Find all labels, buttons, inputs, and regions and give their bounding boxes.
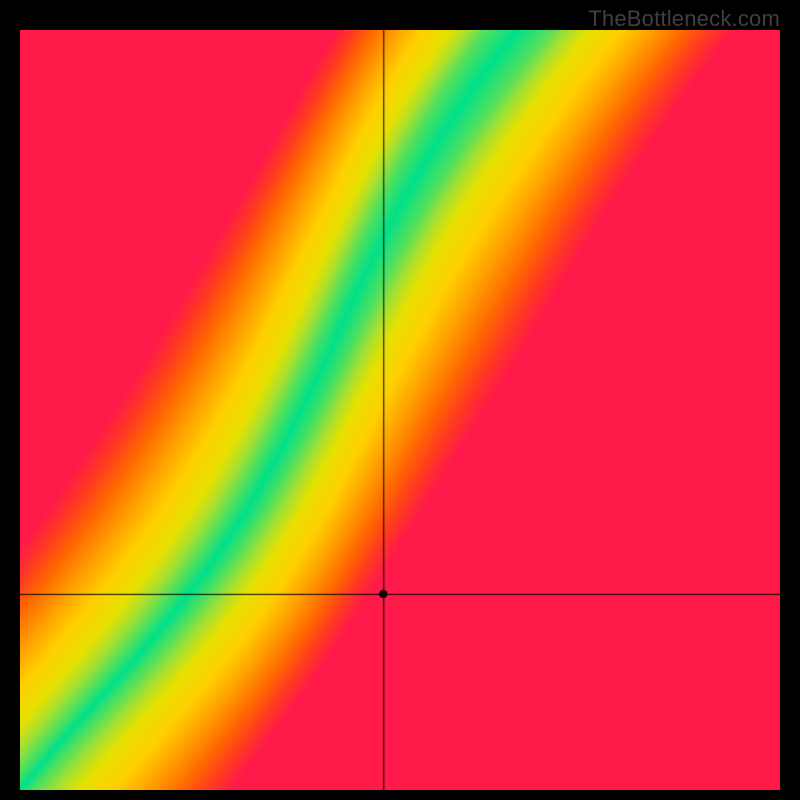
watermark: TheBottleneck.com xyxy=(588,6,780,32)
chart-container: TheBottleneck.com xyxy=(0,0,800,800)
heatmap-plot xyxy=(20,30,780,790)
heatmap-canvas xyxy=(20,30,780,790)
